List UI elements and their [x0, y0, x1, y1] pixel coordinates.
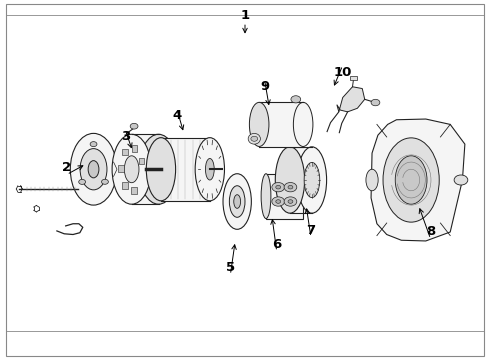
Circle shape: [284, 183, 297, 192]
Bar: [349, 76, 357, 80]
Ellipse shape: [249, 102, 269, 147]
Circle shape: [291, 96, 301, 103]
Ellipse shape: [80, 149, 107, 190]
Ellipse shape: [234, 195, 241, 208]
Circle shape: [272, 197, 285, 206]
Circle shape: [288, 185, 293, 189]
Circle shape: [284, 197, 297, 206]
Ellipse shape: [366, 169, 378, 191]
Bar: [118, 165, 124, 172]
Ellipse shape: [139, 134, 178, 204]
Ellipse shape: [275, 147, 305, 213]
Polygon shape: [337, 87, 365, 112]
Circle shape: [130, 123, 138, 129]
Circle shape: [276, 185, 281, 189]
Bar: [5, 15, 485, 330]
Bar: [139, 158, 145, 164]
Text: 3: 3: [121, 130, 130, 144]
Circle shape: [101, 179, 108, 184]
Ellipse shape: [205, 158, 214, 180]
Text: 8: 8: [426, 225, 435, 238]
Ellipse shape: [304, 162, 320, 198]
Ellipse shape: [147, 138, 175, 201]
Ellipse shape: [195, 138, 224, 201]
Ellipse shape: [297, 147, 327, 213]
Circle shape: [251, 136, 258, 141]
Bar: [132, 145, 138, 152]
Ellipse shape: [395, 156, 427, 204]
Text: 9: 9: [260, 80, 269, 93]
Circle shape: [454, 175, 468, 185]
Bar: [122, 149, 128, 155]
Bar: [131, 187, 137, 194]
Bar: [161, 138, 210, 201]
Ellipse shape: [248, 134, 260, 144]
Circle shape: [276, 200, 281, 203]
Text: 7: 7: [306, 224, 316, 237]
Text: 1: 1: [241, 9, 249, 22]
Bar: [259, 103, 303, 147]
Circle shape: [79, 179, 86, 184]
Circle shape: [288, 200, 293, 203]
Bar: [122, 182, 127, 189]
Circle shape: [371, 99, 380, 106]
Ellipse shape: [383, 138, 439, 222]
Ellipse shape: [124, 156, 139, 183]
Ellipse shape: [112, 134, 151, 204]
Ellipse shape: [229, 186, 245, 217]
Bar: [266, 174, 303, 219]
Text: 10: 10: [334, 66, 352, 79]
Bar: [132, 134, 159, 204]
Text: 4: 4: [172, 109, 181, 122]
Bar: [290, 147, 312, 213]
Circle shape: [90, 141, 97, 147]
Circle shape: [272, 183, 285, 192]
Text: 2: 2: [62, 161, 71, 174]
Text: 6: 6: [272, 238, 281, 251]
Ellipse shape: [261, 174, 271, 219]
Text: 5: 5: [226, 261, 235, 274]
Ellipse shape: [223, 174, 251, 229]
Ellipse shape: [294, 102, 313, 147]
Polygon shape: [371, 119, 465, 241]
Ellipse shape: [88, 161, 99, 178]
Ellipse shape: [71, 134, 117, 205]
